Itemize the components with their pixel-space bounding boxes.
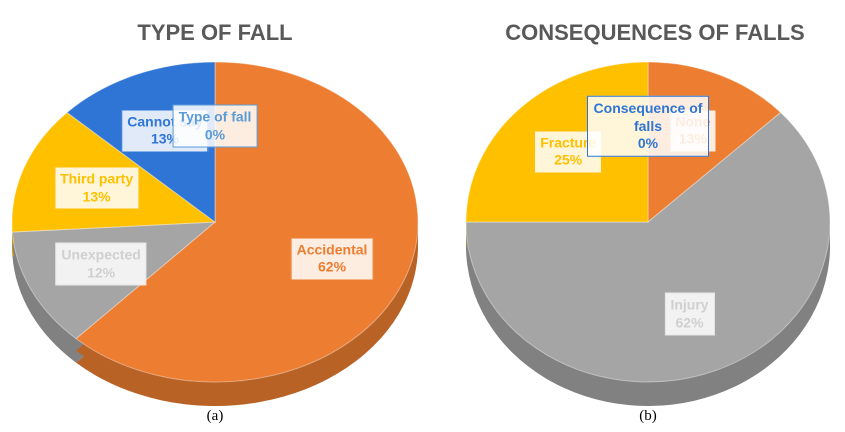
category-label: Injury bbox=[670, 296, 709, 313]
category-label: Third party bbox=[60, 170, 134, 187]
value-label: 13% bbox=[82, 188, 111, 205]
category-label: Consequence of falls bbox=[593, 99, 703, 134]
data-label: Third party 13% bbox=[54, 166, 140, 210]
category-label: Type of fall bbox=[178, 108, 252, 125]
data-label: Accidental 62% bbox=[290, 237, 374, 281]
data-label: Unexpected 12% bbox=[55, 242, 147, 286]
slice bbox=[465, 111, 831, 383]
data-label: Injury 62% bbox=[664, 292, 715, 336]
value-label: 12% bbox=[87, 264, 116, 281]
slice bbox=[75, 61, 419, 383]
data-label: Consequence of falls 0% bbox=[587, 95, 709, 157]
category-label: Accidental bbox=[296, 241, 368, 258]
caption: (a) bbox=[207, 408, 224, 424]
value-label: 25% bbox=[554, 151, 583, 168]
category-label: Fracture bbox=[540, 134, 597, 151]
value-label: 13% bbox=[150, 130, 180, 147]
caption: (b) bbox=[639, 408, 657, 424]
value-label: 0% bbox=[204, 126, 226, 142]
value-label: 0% bbox=[637, 134, 659, 151]
chart-title: CONSEQUENCES OF FALLS bbox=[505, 20, 804, 45]
value-label: 62% bbox=[675, 314, 704, 331]
data-label: Type of fall 0% bbox=[172, 104, 258, 148]
value-label: 62% bbox=[318, 258, 347, 275]
category-label: Unexpected bbox=[61, 246, 141, 263]
chart-title: TYPE OF FALL bbox=[137, 20, 292, 45]
